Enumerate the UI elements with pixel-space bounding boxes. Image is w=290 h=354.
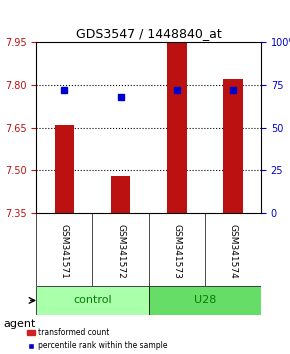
Text: GSM341572: GSM341572: [116, 224, 125, 279]
FancyBboxPatch shape: [148, 286, 261, 315]
Bar: [167, 42, 186, 213]
Text: U28: U28: [194, 296, 216, 306]
Bar: [223, 79, 243, 213]
Bar: [55, 125, 74, 213]
Text: control: control: [73, 296, 112, 306]
Bar: [111, 176, 130, 213]
Text: agent: agent: [3, 319, 35, 329]
Text: GSM341573: GSM341573: [172, 224, 181, 279]
Legend: transformed count, percentile rank within the sample: transformed count, percentile rank withi…: [27, 329, 167, 350]
Text: GSM341574: GSM341574: [229, 224, 238, 279]
Title: GDS3547 / 1448840_at: GDS3547 / 1448840_at: [76, 27, 222, 40]
FancyBboxPatch shape: [36, 286, 148, 315]
Text: GSM341571: GSM341571: [60, 224, 69, 279]
